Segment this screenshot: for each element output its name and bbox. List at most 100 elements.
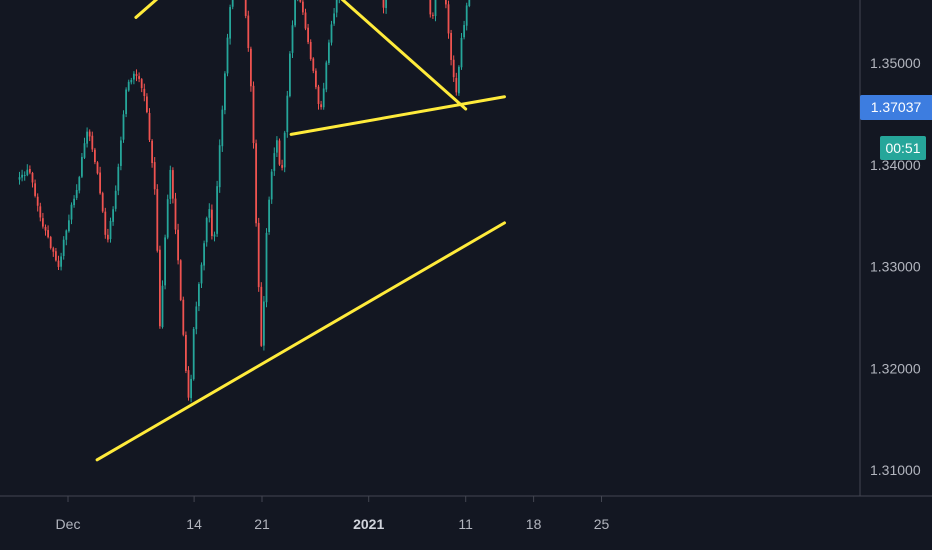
candle-body: [83, 143, 86, 158]
time-tick-label: 14: [186, 516, 202, 532]
candle-body: [299, 0, 302, 2]
candle-body: [44, 226, 47, 231]
candle-body: [86, 131, 88, 144]
time-tick-label: Dec: [56, 516, 81, 532]
candle-body: [101, 193, 104, 212]
candle-body: [226, 37, 229, 74]
candle-body: [263, 301, 265, 346]
candle-body: [161, 285, 164, 328]
candle-body: [434, 0, 437, 17]
candle-body: [465, 5, 468, 26]
candle-body: [172, 170, 174, 199]
candle-body: [169, 169, 172, 199]
candle-body: [192, 328, 195, 380]
candle-body: [291, 25, 294, 53]
candle-body: [309, 41, 312, 60]
candle-timer-badge: 00:51: [880, 136, 926, 160]
candle-body: [109, 220, 112, 240]
axis-lines: [0, 0, 932, 497]
candle-body: [447, 4, 450, 34]
candle-body: [205, 218, 208, 243]
candle-body: [133, 73, 135, 80]
candle-body: [153, 162, 156, 190]
candle-body: [96, 162, 99, 174]
candle-body: [81, 156, 83, 177]
candle-body: [156, 189, 159, 251]
candle-body: [317, 86, 320, 104]
candle-body: [278, 140, 281, 165]
candle-body: [255, 143, 257, 224]
price-axis[interactable]: 1.310001.320001.330001.340001.350001.360…: [870, 0, 921, 478]
price-tick-label: 1.33000: [870, 259, 921, 275]
candle-body: [39, 206, 42, 218]
candle-body: [21, 174, 23, 178]
candle-body: [203, 243, 205, 266]
candle-body: [218, 145, 221, 188]
candle-body: [315, 70, 317, 88]
candle-body: [468, 0, 471, 6]
candle-body: [458, 66, 460, 94]
candle-body: [335, 0, 338, 13]
candle-body: [460, 37, 463, 68]
candle-body: [78, 177, 81, 191]
last-price-badge: 1.37037: [860, 95, 932, 120]
candle-body: [164, 237, 166, 286]
candle-body: [99, 172, 101, 194]
candle-body: [216, 186, 218, 234]
candle-body: [174, 198, 177, 230]
candle-body: [62, 239, 65, 256]
candle-body: [179, 260, 182, 301]
candle-body: [294, 0, 296, 26]
price-tick-label: 1.35000: [870, 55, 921, 71]
candle-body: [281, 165, 283, 168]
candle-body: [117, 166, 120, 191]
candle-body: [195, 306, 198, 330]
candle-body: [49, 237, 52, 248]
candle-body: [47, 230, 49, 238]
candle-body: [432, 14, 434, 16]
candle-body: [198, 284, 200, 307]
candle-body: [445, 0, 447, 5]
candle-body: [333, 13, 335, 24]
drawings: [95, 0, 506, 462]
candle-body: [325, 62, 328, 90]
candle-body: [130, 79, 133, 83]
candle-body: [289, 53, 291, 97]
candle-body: [112, 209, 114, 222]
candle-body: [166, 199, 169, 238]
candle-body: [107, 234, 109, 240]
candle-body: [330, 24, 333, 43]
candle-body: [127, 81, 130, 91]
price-tick-label: 1.31000: [870, 462, 921, 478]
candle-body: [385, 0, 387, 9]
candle-body: [65, 230, 68, 240]
candle-body: [140, 79, 143, 89]
candle-body: [23, 174, 26, 176]
candle-body: [182, 299, 185, 335]
candle-body: [177, 229, 179, 261]
candle-body: [36, 196, 39, 206]
time-tick-label: 25: [594, 516, 610, 532]
candle-body: [286, 95, 289, 133]
time-tick-label: 21: [254, 516, 270, 532]
candle-body: [185, 334, 187, 371]
candle-body: [302, 1, 304, 13]
candle-body: [307, 27, 309, 43]
candle-body: [57, 260, 60, 267]
candle-body: [429, 0, 432, 15]
candle-body: [60, 256, 62, 267]
candle-body: [260, 286, 263, 346]
candle-body: [200, 264, 203, 284]
candle-body: [148, 113, 151, 140]
candle-body: [455, 78, 458, 93]
candle-body: [18, 177, 21, 180]
candle-body: [42, 218, 44, 227]
candle-body: [229, 7, 231, 39]
candle-body: [304, 12, 307, 29]
candle-body: [244, 0, 247, 16]
time-tick-label: 11: [458, 516, 473, 532]
candle-body: [268, 199, 270, 233]
candle-body: [146, 96, 148, 113]
time-axis[interactable]: Dec 14 21 2021 11 18 25: [56, 496, 610, 532]
